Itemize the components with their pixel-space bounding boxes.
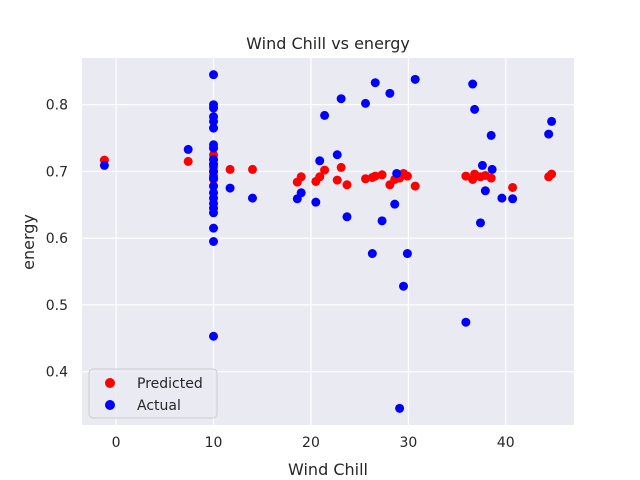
point-actual xyxy=(399,281,409,291)
point-actual xyxy=(209,223,219,233)
point-predicted xyxy=(402,171,412,181)
point-actual xyxy=(377,216,387,226)
point-actual xyxy=(392,168,402,178)
y-tick-label: 0.6 xyxy=(46,231,68,247)
point-actual xyxy=(209,143,219,153)
point-actual xyxy=(470,104,480,114)
point-predicted xyxy=(332,175,342,185)
point-actual xyxy=(209,331,219,341)
point-actual xyxy=(480,186,490,196)
point-actual xyxy=(361,98,371,108)
point-actual xyxy=(209,181,219,191)
y-tick-label: 0.8 xyxy=(46,98,68,114)
legend-box xyxy=(88,368,218,419)
x-tick-label: 30 xyxy=(399,435,417,451)
point-actual xyxy=(332,150,342,160)
x-tick-label: 20 xyxy=(302,435,320,451)
point-predicted xyxy=(336,162,346,172)
point-actual xyxy=(390,199,400,209)
point-actual xyxy=(402,249,412,259)
point-predicted xyxy=(296,172,306,182)
point-actual xyxy=(486,130,496,140)
point-predicted xyxy=(377,170,387,180)
y-tick-labels: 0.4 0.5 0.6 0.7 0.8 xyxy=(46,98,68,381)
point-actual xyxy=(209,116,219,126)
point-actual xyxy=(461,317,471,327)
legend: Predicted Actual xyxy=(88,368,218,419)
point-actual xyxy=(315,156,325,166)
point-actual xyxy=(547,116,557,126)
point-actual xyxy=(544,129,554,139)
point-actual xyxy=(247,193,257,203)
point-predicted xyxy=(508,182,518,192)
point-actual xyxy=(209,70,219,80)
legend-label-actual: Actual xyxy=(137,398,181,414)
point-predicted xyxy=(320,165,330,175)
legend-label-predicted: Predicted xyxy=(137,376,203,392)
x-tick-labels: 0 10 20 30 40 xyxy=(112,435,515,451)
plot-background xyxy=(82,58,574,425)
point-actual xyxy=(225,183,235,193)
legend-marker-predicted xyxy=(105,378,115,388)
point-actual xyxy=(497,193,507,203)
point-predicted xyxy=(225,164,235,174)
y-tick-label: 0.7 xyxy=(46,164,68,180)
point-actual xyxy=(477,160,487,170)
x-axis-label: Wind Chill xyxy=(288,460,368,479)
point-actual xyxy=(209,166,219,176)
point-actual xyxy=(209,208,219,218)
x-tick-label: 10 xyxy=(205,435,223,451)
point-actual xyxy=(320,110,330,120)
y-tick-label: 0.4 xyxy=(46,365,68,381)
data-points xyxy=(99,70,557,413)
point-actual xyxy=(209,160,219,170)
y-tick-label: 0.5 xyxy=(46,298,68,314)
point-predicted xyxy=(486,173,496,183)
point-predicted xyxy=(361,174,371,184)
point-predicted xyxy=(342,180,352,190)
point-actual xyxy=(209,123,219,133)
point-predicted xyxy=(410,181,420,191)
x-tick-label: 40 xyxy=(497,435,515,451)
point-actual xyxy=(385,88,395,98)
y-axis-label: energy xyxy=(19,214,38,270)
point-actual xyxy=(311,197,321,207)
point-actual xyxy=(209,237,219,246)
point-actual xyxy=(508,194,518,204)
point-actual xyxy=(183,144,193,154)
point-actual xyxy=(410,74,420,84)
chart-title: Wind Chill vs energy xyxy=(246,34,410,53)
point-actual xyxy=(487,164,497,174)
point-actual xyxy=(370,78,380,88)
legend-marker-actual xyxy=(105,400,115,410)
point-actual xyxy=(296,188,306,198)
point-actual xyxy=(99,160,109,170)
point-actual xyxy=(342,212,352,222)
point-actual xyxy=(475,218,485,228)
point-predicted xyxy=(183,156,193,166)
x-tick-label: 0 xyxy=(112,435,121,451)
point-actual xyxy=(209,173,219,183)
point-predicted xyxy=(370,171,380,181)
point-predicted xyxy=(247,164,257,174)
point-actual xyxy=(367,249,377,259)
point-predicted xyxy=(547,169,557,179)
point-actual xyxy=(468,79,478,89)
point-actual xyxy=(336,94,346,104)
point-predicted xyxy=(461,171,471,181)
point-actual xyxy=(209,103,219,113)
point-predicted xyxy=(315,172,325,182)
point-actual xyxy=(395,403,405,413)
